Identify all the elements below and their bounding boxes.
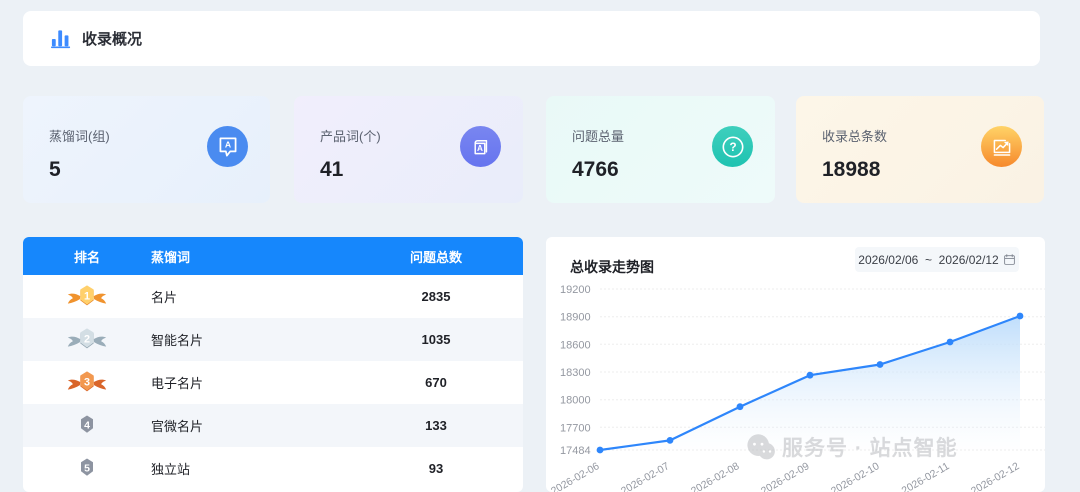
svg-text:4: 4	[84, 419, 90, 431]
svg-text:18900: 18900	[560, 312, 591, 324]
svg-text:1: 1	[84, 290, 90, 302]
svg-text:2026-02-11: 2026-02-11	[900, 460, 952, 492]
svg-text:2026-02-08: 2026-02-08	[689, 460, 742, 492]
svg-text:A: A	[477, 144, 483, 153]
svg-text:17484: 17484	[560, 445, 591, 457]
svg-text:18000: 18000	[560, 395, 591, 407]
svg-text:2026-02-10: 2026-02-10	[829, 460, 882, 492]
svg-text:2026-02-12: 2026-02-12	[969, 460, 1022, 492]
svg-text:18600: 18600	[560, 339, 591, 351]
svg-text:18300: 18300	[560, 367, 591, 379]
svg-text:2026-02-06: 2026-02-06	[549, 460, 602, 492]
svg-text:5: 5	[84, 462, 90, 474]
svg-text:2: 2	[84, 333, 90, 345]
svg-text:17700: 17700	[560, 422, 591, 434]
svg-text:3: 3	[84, 376, 90, 388]
svg-text:?: ?	[729, 141, 736, 154]
svg-text:2026-02-09: 2026-02-09	[759, 460, 812, 492]
svg-text:2026-02-07: 2026-02-07	[619, 460, 672, 492]
svg-text:19200: 19200	[560, 284, 591, 296]
svg-text:A: A	[224, 139, 231, 149]
